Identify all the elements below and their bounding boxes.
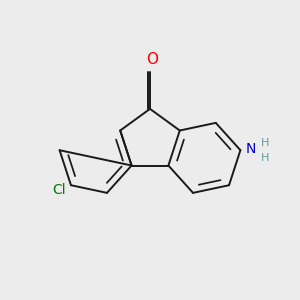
Text: Cl: Cl: [52, 183, 66, 197]
Text: O: O: [146, 52, 158, 67]
Text: N: N: [245, 142, 256, 156]
Text: H: H: [261, 153, 270, 163]
Text: H: H: [261, 138, 270, 148]
